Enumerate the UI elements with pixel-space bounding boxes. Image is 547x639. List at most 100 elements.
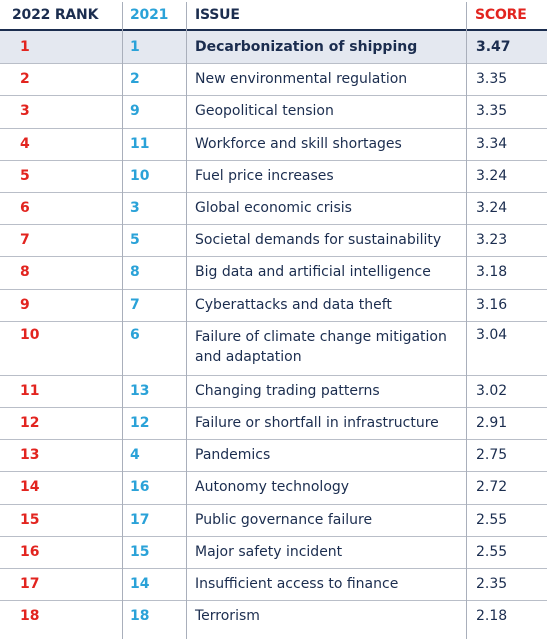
score-cell: 2.55	[476, 511, 508, 528]
rank-2021-cell: 4	[130, 447, 140, 464]
header-2021: 2021	[130, 6, 169, 23]
rank-2021-cell: 7	[130, 296, 140, 313]
rank-2021-cell: 17	[130, 511, 150, 528]
table-header: 2022 RANK 2021 ISSUE SCORE	[0, 0, 547, 29]
table-row: 5 10 Fuel price increases 3.24	[0, 160, 547, 192]
score-cell: 3.24	[476, 200, 508, 217]
table-row: 9 7 Cyberattacks and data theft 3.16	[0, 289, 547, 321]
table-row: 11 13 Changing trading patterns 3.02	[0, 375, 547, 407]
table-row: 12 12 Failure or shortfall in infrastructu…	[0, 407, 547, 439]
score-cell: 3.24	[476, 167, 508, 184]
issue-cell: Cyberattacks and data theft	[195, 296, 392, 313]
score-cell: 2.18	[476, 608, 508, 625]
row-divider	[0, 568, 547, 569]
rank-2021-cell: 18	[130, 608, 150, 625]
issue-cell: Failure of climate change mitigation and…	[195, 328, 447, 365]
rank-2021-cell: 13	[130, 382, 150, 399]
issue-cell: Societal demands for sustainability	[195, 232, 442, 249]
rank-2022-cell: 3	[20, 103, 30, 120]
rank-2022-cell: 13	[20, 447, 40, 464]
row-divider	[0, 407, 547, 408]
header-divider	[0, 29, 547, 31]
score-cell: 2.91	[476, 415, 508, 432]
score-cell: 2.75	[476, 447, 508, 464]
table-row: 3 9 Geopolitical tension 3.35	[0, 95, 547, 127]
table-row: 14 16 Autonomy technology 2.72	[0, 471, 547, 503]
rank-2022-cell: 1	[20, 39, 30, 56]
table-row: 1 1 Decarbonization of shipping 3.47	[0, 31, 547, 64]
table-row: 18 18 Terrorism 2.18	[0, 600, 547, 632]
rank-2022-cell: 4	[20, 135, 30, 152]
issue-cell: Pandemics	[195, 447, 271, 464]
score-cell: 3.04	[476, 326, 508, 343]
rank-2022-cell: 6	[20, 200, 30, 217]
rank-2021-cell: 8	[130, 264, 140, 281]
row-divider	[0, 439, 547, 440]
row-divider	[0, 224, 547, 225]
rank-2022-cell: 11	[20, 382, 40, 399]
header-2022-rank: 2022 RANK	[12, 6, 99, 23]
score-cell: 3.16	[476, 296, 508, 313]
rank-2022-cell: 7	[20, 232, 30, 249]
rank-2022-cell: 5	[20, 167, 30, 184]
rank-2022-cell: 15	[20, 511, 40, 528]
issue-cell: Geopolitical tension	[195, 103, 334, 120]
issue-cell: Public governance failure	[195, 511, 373, 528]
row-divider	[0, 536, 547, 537]
column-divider-2021	[186, 2, 187, 639]
header-issue: ISSUE	[195, 6, 240, 23]
row-divider	[0, 600, 547, 601]
rank-2022-cell: 14	[20, 479, 40, 496]
table-row: 4 11 Workforce and skill shortages 3.34	[0, 128, 547, 160]
score-cell: 3.18	[476, 264, 508, 281]
row-divider	[0, 289, 547, 290]
row-divider	[0, 471, 547, 472]
rank-2021-cell: 2	[130, 71, 140, 88]
rank-2022-cell: 17	[20, 576, 40, 593]
rank-2021-cell: 11	[130, 135, 150, 152]
rank-2021-cell: 12	[130, 415, 150, 432]
table-row: 16 15 Major safety incident 2.55	[0, 536, 547, 568]
rank-2022-cell: 16	[20, 543, 40, 560]
rank-2021-cell: 6	[130, 326, 140, 343]
issue-cell: Fuel price increases	[195, 167, 334, 184]
row-divider	[0, 375, 547, 376]
score-cell: 3.23	[476, 232, 508, 249]
column-divider-rank	[122, 2, 123, 639]
row-divider	[0, 63, 547, 64]
score-cell: 2.35	[476, 576, 508, 593]
rank-2021-cell: 15	[130, 543, 150, 560]
issue-cell: Global economic crisis	[195, 200, 352, 217]
rank-2021-cell: 10	[130, 167, 150, 184]
rank-2021-cell: 9	[130, 103, 140, 120]
header-score: SCORE	[475, 6, 527, 23]
table-row: 6 3 Global economic crisis 3.24	[0, 192, 547, 224]
table-row: 7 5 Societal demands for sustainability 3.2…	[0, 224, 547, 256]
issue-cell: Major safety incident	[195, 543, 343, 560]
table-row: 13 4 Pandemics 2.75	[0, 439, 547, 471]
issue-cell: Insufficient access to finance	[195, 576, 399, 593]
row-divider	[0, 321, 547, 322]
score-cell: 2.72	[476, 479, 508, 496]
rank-2021-cell: 3	[130, 200, 140, 217]
row-divider	[0, 504, 547, 505]
issue-cell: Big data and artificial intelligence	[195, 264, 431, 281]
rank-2022-cell: 2	[20, 71, 30, 88]
issue-cell: New environmental regulation	[195, 71, 408, 88]
issue-cell: Terrorism	[195, 608, 260, 625]
score-cell: 3.34	[476, 135, 508, 152]
table-row: 10 6 Failure of climate change mitigation …	[0, 321, 547, 375]
rank-2021-cell: 1	[130, 39, 140, 56]
rank-2022-cell: 10	[20, 326, 40, 343]
rank-2022-cell: 8	[20, 264, 30, 281]
rank-2021-cell: 5	[130, 232, 140, 249]
table-row: 15 17 Public governance failure 2.55	[0, 504, 547, 536]
row-divider	[0, 128, 547, 129]
column-divider-issue	[466, 2, 467, 639]
issue-cell: Autonomy technology	[195, 479, 350, 496]
score-cell: 2.55	[476, 543, 508, 560]
table-row: 17 14 Insufficient access to finance 2.35	[0, 568, 547, 600]
row-divider	[0, 256, 547, 257]
row-divider	[0, 95, 547, 96]
table-row: 8 8 Big data and artificial intelligence 3.…	[0, 256, 547, 288]
